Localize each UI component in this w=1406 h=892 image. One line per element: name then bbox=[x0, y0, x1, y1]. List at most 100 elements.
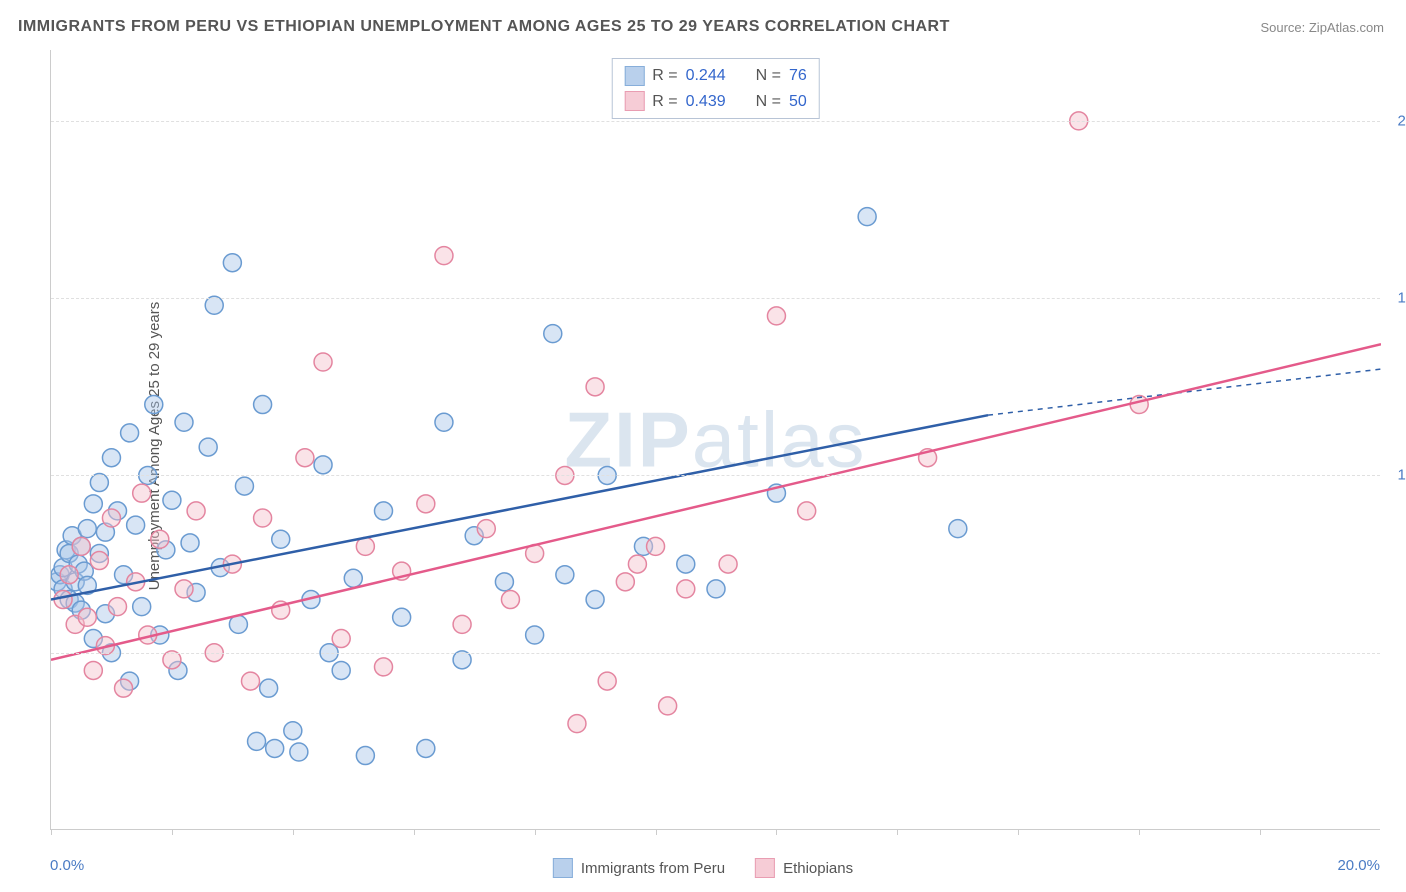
grid-line bbox=[51, 653, 1380, 654]
data-point bbox=[375, 658, 393, 676]
x-axis-min-label: 0.0% bbox=[50, 857, 84, 874]
data-point bbox=[102, 449, 120, 467]
data-point bbox=[586, 591, 604, 609]
x-tick bbox=[535, 829, 536, 835]
data-point bbox=[145, 396, 163, 414]
data-point bbox=[858, 208, 876, 226]
data-point bbox=[435, 247, 453, 265]
data-point bbox=[115, 679, 133, 697]
data-point bbox=[60, 566, 78, 584]
data-point bbox=[314, 353, 332, 371]
data-point bbox=[163, 491, 181, 509]
data-point bbox=[628, 555, 646, 573]
data-point bbox=[121, 424, 139, 442]
data-point bbox=[477, 520, 495, 538]
data-point bbox=[344, 569, 362, 587]
data-point bbox=[314, 456, 332, 474]
data-point bbox=[598, 672, 616, 690]
grid-line bbox=[51, 298, 1380, 299]
data-point bbox=[798, 502, 816, 520]
data-point bbox=[332, 661, 350, 679]
trend-line bbox=[51, 344, 1381, 660]
data-point bbox=[332, 630, 350, 648]
x-tick bbox=[172, 829, 173, 835]
legend-item: Ethiopians bbox=[755, 858, 853, 878]
data-point bbox=[501, 591, 519, 609]
data-point bbox=[272, 530, 290, 548]
x-axis-max-label: 20.0% bbox=[1337, 857, 1380, 874]
data-point bbox=[284, 722, 302, 740]
data-point bbox=[296, 449, 314, 467]
data-point bbox=[375, 502, 393, 520]
data-point bbox=[1130, 396, 1148, 414]
data-point bbox=[495, 573, 513, 591]
data-point bbox=[435, 413, 453, 431]
data-point bbox=[586, 378, 604, 396]
x-tick bbox=[1260, 829, 1261, 835]
series-legend: Immigrants from Peru Ethiopians bbox=[553, 858, 853, 878]
data-point bbox=[659, 697, 677, 715]
data-point bbox=[616, 573, 634, 591]
data-point bbox=[254, 509, 272, 527]
x-tick bbox=[1018, 829, 1019, 835]
data-point bbox=[767, 307, 785, 325]
grid-line bbox=[51, 475, 1380, 476]
data-point bbox=[175, 413, 193, 431]
data-point bbox=[417, 739, 435, 757]
data-point bbox=[175, 580, 193, 598]
legend-swatch bbox=[553, 858, 573, 878]
data-point bbox=[719, 555, 737, 573]
data-point bbox=[417, 495, 435, 513]
data-point bbox=[235, 477, 253, 495]
legend-label: Immigrants from Peru bbox=[581, 860, 725, 877]
legend-label: Ethiopians bbox=[783, 860, 853, 877]
data-point bbox=[266, 739, 284, 757]
chart-container: IMMIGRANTS FROM PERU VS ETHIOPIAN UNEMPL… bbox=[0, 0, 1406, 892]
data-point bbox=[133, 598, 151, 616]
x-tick bbox=[51, 829, 52, 835]
legend-item: Immigrants from Peru bbox=[553, 858, 725, 878]
data-point bbox=[90, 552, 108, 570]
x-tick bbox=[776, 829, 777, 835]
y-tick-label: 20.0% bbox=[1385, 112, 1406, 129]
data-point bbox=[248, 732, 266, 750]
data-point bbox=[356, 747, 374, 765]
y-tick-label: 10.0% bbox=[1385, 467, 1406, 484]
data-point bbox=[133, 484, 151, 502]
data-point bbox=[102, 509, 120, 527]
x-tick bbox=[897, 829, 898, 835]
grid-line bbox=[51, 121, 1380, 122]
data-point bbox=[72, 537, 90, 555]
data-point bbox=[556, 566, 574, 584]
data-point bbox=[151, 530, 169, 548]
data-point bbox=[707, 580, 725, 598]
data-point bbox=[199, 438, 217, 456]
x-tick bbox=[414, 829, 415, 835]
data-point bbox=[393, 608, 411, 626]
data-point bbox=[290, 743, 308, 761]
data-point bbox=[242, 672, 260, 690]
y-tick-label: 15.0% bbox=[1385, 290, 1406, 307]
data-point bbox=[254, 396, 272, 414]
plot-area: ZIPatlas R =0.244N =76R =0.439N =50 5.0%… bbox=[50, 50, 1380, 830]
data-point bbox=[223, 254, 241, 272]
scatter-svg bbox=[51, 50, 1381, 830]
data-point bbox=[544, 325, 562, 343]
data-point bbox=[84, 495, 102, 513]
data-point bbox=[84, 661, 102, 679]
data-point bbox=[109, 598, 127, 616]
x-tick bbox=[293, 829, 294, 835]
data-point bbox=[78, 520, 96, 538]
data-point bbox=[647, 537, 665, 555]
data-point bbox=[568, 715, 586, 733]
y-tick-label: 5.0% bbox=[1385, 644, 1406, 661]
x-tick bbox=[1139, 829, 1140, 835]
x-tick bbox=[656, 829, 657, 835]
data-point bbox=[181, 534, 199, 552]
data-point bbox=[526, 626, 544, 644]
data-point bbox=[187, 502, 205, 520]
data-point bbox=[949, 520, 967, 538]
source-label: Source: ZipAtlas.com bbox=[1260, 20, 1384, 35]
data-point bbox=[677, 580, 695, 598]
data-point bbox=[260, 679, 278, 697]
